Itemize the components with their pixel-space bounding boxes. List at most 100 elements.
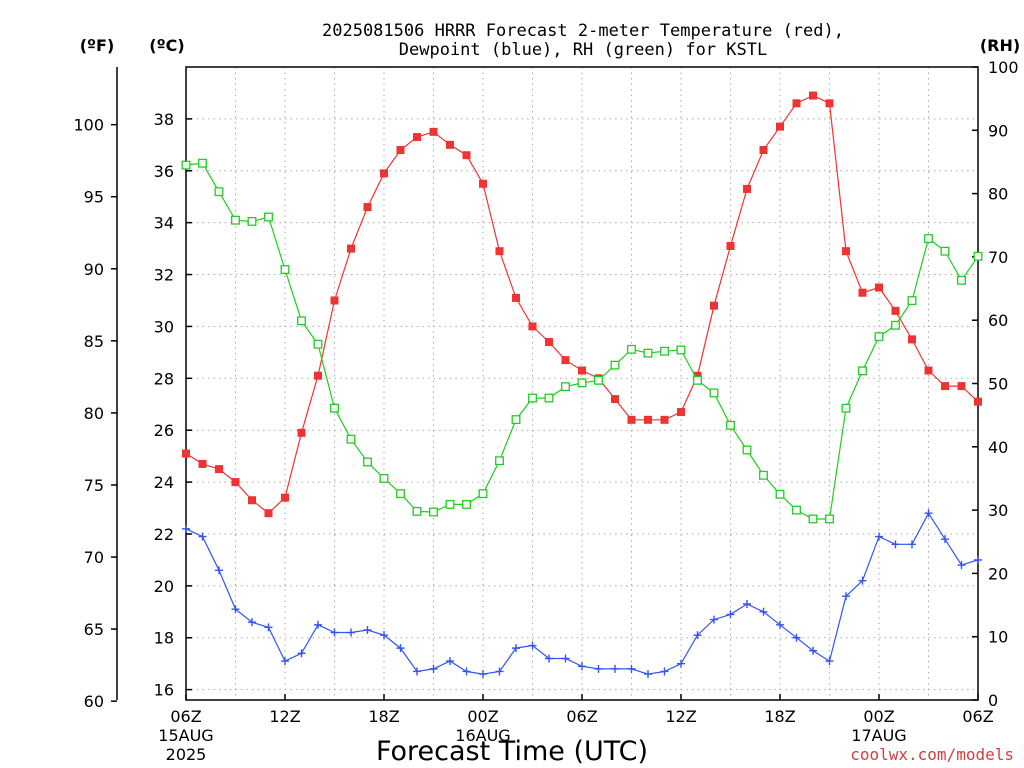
temperature-data-point [248,496,256,505]
temperature-data-point [710,301,718,310]
dewpoint-data-point [446,657,454,666]
dewpoint-data-point [611,664,619,673]
dewpoint-data-point [743,600,751,609]
celsius-tick-label: 24 [154,473,174,492]
dewpoint-data-point [281,657,289,666]
x-tick-date-label: 15AUG [158,726,213,745]
dewpoint-data-point [363,625,372,634]
temperature-data-point [875,283,883,292]
dewpoint-data-point [429,664,438,673]
temperature-data-point [858,288,867,297]
temperature-data-point [479,179,487,188]
x-tick-label: 06Z [170,707,201,726]
rh-data-point [660,346,669,356]
fahrenheit-tick-label: 100 [73,116,104,135]
dewpoint-data-point [578,662,586,671]
rh-data-point [841,403,851,413]
temperature-data-point [462,151,471,160]
fahrenheit-tick-label: 70 [84,548,104,567]
dewpoint-data-point [759,607,768,616]
temperature-data-point [776,122,784,131]
temperature-data-point [792,99,801,108]
rh-data-point [973,251,983,261]
x-tick-label: 00Z [467,707,498,726]
rh-data-point [957,275,966,285]
dewpoint-data-point [380,631,388,640]
celsius-tick-label: 28 [154,369,174,388]
temperature-data-point [957,382,966,391]
temperature-data-point [413,133,421,142]
celsius-tick-label: 16 [154,681,174,700]
temperature-data-point [347,244,355,253]
dewpoint-data-point [495,667,504,676]
temperature-data-point [380,169,388,178]
dewpoint-data-point [545,654,553,663]
dewpoint-data-point [479,670,487,679]
temperature-data-point [264,509,273,518]
x-axis-title: Forecast Time (UTC) [376,736,648,767]
temperature-data-point [842,247,850,256]
fahrenheit-tick-label: 85 [84,332,104,351]
dewpoint-data-point [314,620,322,629]
temperature-data-point [314,371,322,380]
temperature-data-point [974,397,982,406]
celsius-tick-label: 32 [154,266,174,285]
dewpoint-data-point [330,628,339,637]
temperature-data-point [396,146,405,155]
dewpoint-data-point [248,618,256,627]
x-tick-label: 18Z [368,707,399,726]
fahrenheit-tick-label: 60 [84,692,104,711]
rh-data-point [627,344,636,354]
celsius-tick-label: 20 [154,577,174,596]
dewpoint-data-point [875,532,883,541]
temperature-data-point [660,415,669,424]
temperature-data-point [726,242,735,251]
rh-data-point [346,434,356,444]
temperature-data-point [578,366,586,375]
dewpoint-data-point [792,633,801,642]
dewpoint-data-point [891,540,900,549]
rh-data-point [495,456,504,466]
rh-data-point [396,489,405,499]
temperature-data-point [495,247,504,256]
dewpoint-data-point [825,657,834,666]
rh-data-point [445,499,455,509]
rh-tick-label: 30 [988,501,1008,520]
rh-data-point [181,160,191,170]
rh-unit-label: (RH) [980,36,1020,55]
temperature-data-point [512,293,520,302]
rh-data-point [429,507,438,517]
fahrenheit-tick-label: 75 [84,476,104,495]
rh-tick-label: 40 [988,438,1008,457]
rh-data-point [792,505,801,515]
temperature-data-point [561,356,570,365]
rh-data-point [891,320,900,330]
rh-data-point [297,316,306,326]
rh-data-point [280,265,290,275]
x-tick-year-label: 2025 [166,745,207,764]
temperature-data-point [644,415,652,424]
rh-data-point [511,415,521,425]
dewpoint-data-point [561,654,570,663]
credit-text: coolwx.com/models [850,745,1014,764]
celsius-tick-label: 36 [154,162,174,181]
dewpoint-data-point [858,576,867,585]
rh-tick-label: 0 [988,691,998,710]
x-tick-label: 12Z [665,707,696,726]
data-series [181,91,983,679]
rh-data-point [610,360,620,370]
x-tick-label: 18Z [764,707,795,726]
dewpoint-data-point [957,561,966,570]
dewpoint-data-point [182,524,190,533]
fahrenheit-tick-label: 80 [84,404,104,423]
temperature-data-point [924,366,933,375]
celsius-tick-label: 30 [154,317,174,336]
dewpoint-data-point [594,664,603,673]
rh-data-point [874,332,884,342]
temperature-data-point [363,203,372,212]
rh-data-point [759,470,768,480]
celsius-tick-label: 22 [154,525,174,544]
rh-data-point [825,514,834,524]
rh-data-point [214,187,224,197]
rh-tick-label: 50 [988,375,1008,394]
